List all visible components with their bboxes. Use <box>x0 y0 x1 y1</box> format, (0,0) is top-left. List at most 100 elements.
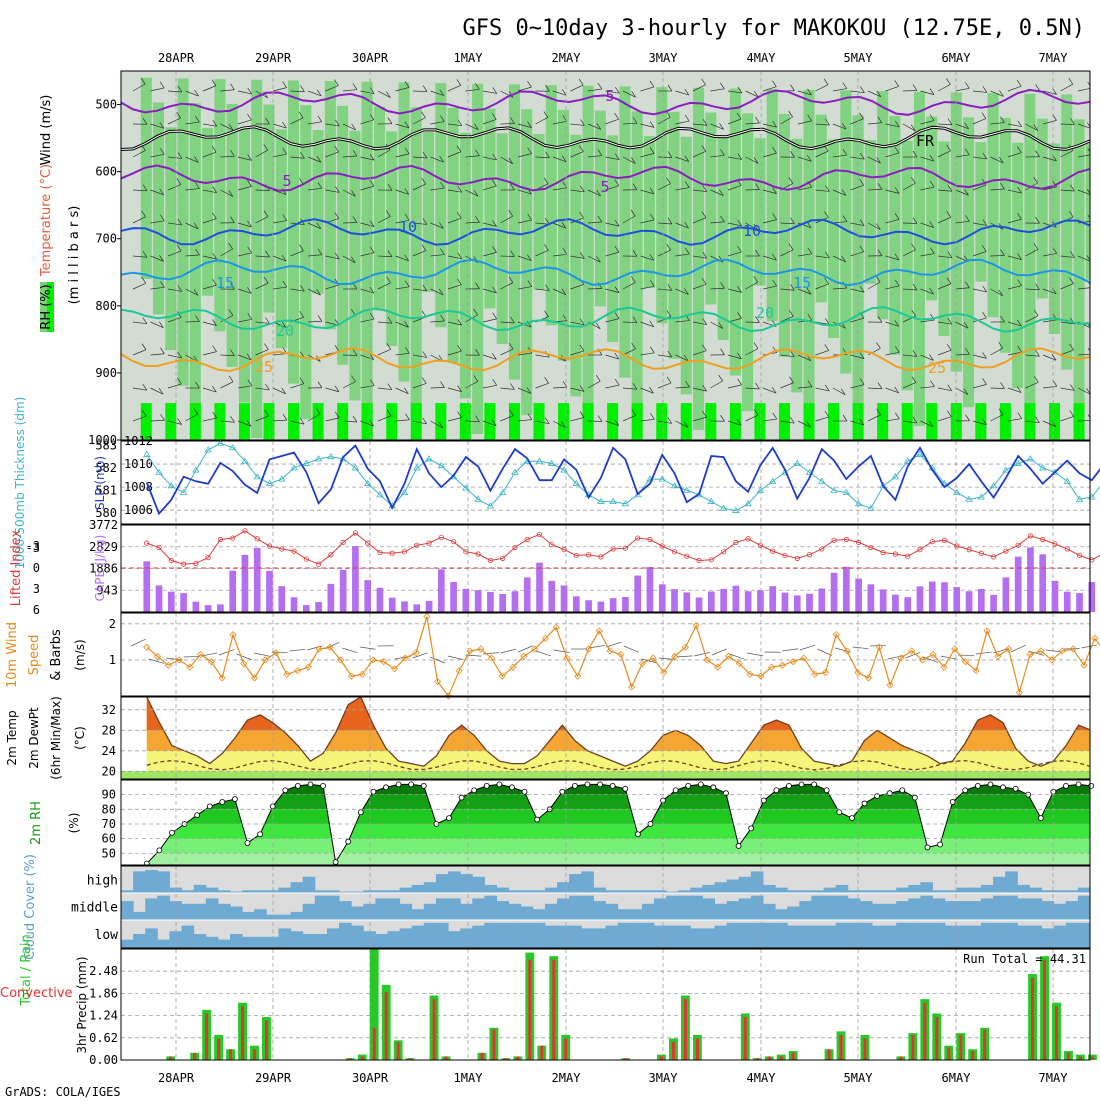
precip-convective-bar <box>397 1042 400 1060</box>
precip-convective-bar <box>445 1056 448 1060</box>
precip-convective-bar <box>768 1056 771 1060</box>
date-tick-top: 2MAY <box>552 51 582 65</box>
wind10m-barb <box>1081 645 1097 648</box>
cape-bar <box>659 584 666 612</box>
wind10m-barb <box>976 652 992 654</box>
rh-band <box>337 106 348 365</box>
rh-point <box>308 782 313 787</box>
cloud-row-label: middle <box>71 901 118 916</box>
rh-point <box>938 842 943 847</box>
cloud-middle-cell <box>121 901 134 920</box>
cape-bar <box>229 571 236 612</box>
date-tick-top: 29APR <box>255 51 292 65</box>
rh-point <box>837 810 842 815</box>
cloud-high-cell <box>593 888 606 893</box>
cloud-high-cell <box>278 888 291 893</box>
cloud-high-cell <box>569 874 582 893</box>
cloud-low-cell <box>145 928 158 948</box>
rh-point <box>988 782 993 787</box>
precip-convective-bar <box>863 1039 866 1060</box>
rh-point <box>245 841 250 846</box>
cloud-middle-cell <box>291 912 304 920</box>
cloud-middle-cell <box>533 909 546 920</box>
rh-point <box>1038 816 1043 821</box>
rh-band <box>644 136 655 288</box>
wind10m-barb <box>536 651 551 656</box>
cloud-high-cell <box>969 888 982 893</box>
rh-point <box>749 826 754 831</box>
rh-point <box>849 816 854 821</box>
cloud-high-cell <box>690 888 703 893</box>
cape-bar <box>1003 577 1010 612</box>
cloud-middle-cell <box>387 898 400 920</box>
precip-convective-bar <box>564 1039 567 1060</box>
cloud-low-cell <box>763 923 776 948</box>
cape-bar <box>917 586 924 612</box>
cloud-low-cell <box>1078 923 1091 948</box>
cloud-low-cell <box>1029 926 1042 948</box>
precip-convective-bar <box>744 1017 747 1060</box>
precip-convective-bar <box>672 1042 675 1060</box>
cloud-middle-cell <box>254 909 267 920</box>
cloud-high-cell <box>775 888 788 893</box>
rh-band <box>902 141 913 391</box>
date-tick-bottom: 1MAY <box>454 1071 484 1085</box>
rh-band <box>202 128 213 296</box>
cloud-middle-cell <box>448 898 461 920</box>
rh-surface-cell <box>313 403 324 440</box>
rh-band <box>1049 143 1060 334</box>
date-tick-bottom: 5MAY <box>844 1071 874 1085</box>
rh-band <box>988 93 999 317</box>
rh-point <box>384 785 389 790</box>
rh-point <box>799 782 804 787</box>
cape-bar <box>548 581 555 612</box>
wind10m-barb <box>606 642 621 647</box>
cloud-middle-cell <box>787 907 800 921</box>
cloud-low-cell <box>727 923 740 948</box>
slp-tick: 1006 <box>124 503 153 517</box>
cloud-high-cell <box>448 871 461 893</box>
rh-band <box>411 107 422 417</box>
cloud-high-cell <box>424 882 437 893</box>
wind10m-barb <box>553 650 569 653</box>
cloud-low-cell <box>1017 926 1030 948</box>
cloud-low-cell <box>387 931 400 948</box>
rh-tick: 50 <box>102 846 116 860</box>
cloud-low-cell <box>1005 923 1018 948</box>
thickness-point <box>537 458 543 463</box>
cloud-low-cell <box>666 926 679 948</box>
cloud-low-cell <box>569 926 582 948</box>
cloud-low-cell <box>702 928 715 948</box>
cape-bar <box>266 571 273 612</box>
precip-convective-bar <box>935 1017 938 1060</box>
temp-tick: 20 <box>102 764 116 778</box>
cloud-middle-cell <box>303 904 316 920</box>
rh-surface-cell <box>386 403 397 440</box>
temp-tick: 24 <box>102 744 116 758</box>
cape-bar <box>254 548 261 612</box>
cloud-low-cell <box>375 934 388 948</box>
cape-bar <box>217 604 224 612</box>
temp-axis-label-1: 2m Temp <box>5 710 19 765</box>
cloud-middle-cell <box>618 909 631 920</box>
cloud-low-cell <box>654 926 667 948</box>
cloud-low-cell <box>848 923 861 948</box>
cloud-middle-cell <box>739 898 752 920</box>
cloud-low-cell <box>1054 926 1067 948</box>
precip-convective-bar <box>193 1053 196 1060</box>
cloud-middle-cell <box>848 898 861 920</box>
cape-bar <box>806 594 813 612</box>
pressure-tick: 900 <box>95 366 117 380</box>
date-tick-top: 6MAY <box>942 51 972 65</box>
cloud-middle-cell <box>509 904 522 920</box>
rh-point <box>673 788 678 793</box>
rh-point <box>421 783 426 788</box>
precip-convective-bar <box>385 992 388 1060</box>
cloud-middle-cell <box>715 904 728 920</box>
rh-band <box>1024 94 1035 424</box>
cloud-middle-cell <box>606 904 619 920</box>
rh-band <box>423 132 434 292</box>
rh-point <box>346 839 351 844</box>
cape-bar <box>855 579 862 612</box>
rh-band-fill <box>121 780 1090 795</box>
